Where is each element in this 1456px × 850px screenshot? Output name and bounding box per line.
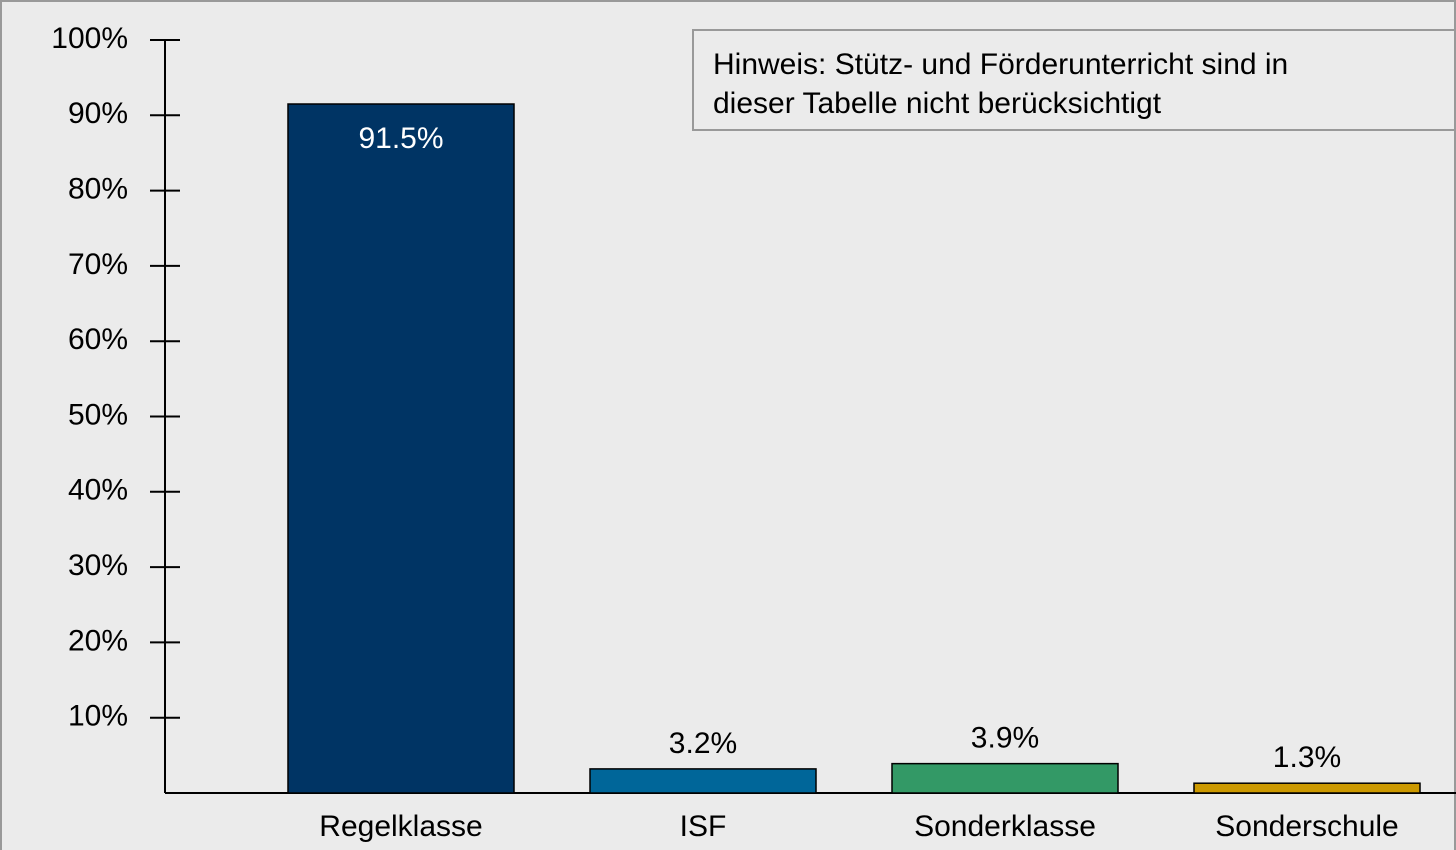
value-label: 91.5% [358, 122, 443, 155]
bar [287, 103, 515, 794]
y-tick-label: 60% [68, 323, 128, 356]
x-tick-label: Sonderklasse [914, 810, 1096, 843]
note-box [692, 29, 1456, 131]
x-tick-label: ISF [680, 810, 727, 843]
y-tick-label: 50% [68, 398, 128, 431]
note-line: dieser Tabelle nicht berücksichtigt [713, 87, 1162, 120]
value-label: 1.3% [1273, 741, 1341, 774]
y-tick-label: 40% [68, 474, 128, 507]
y-tick-label: 30% [68, 549, 128, 582]
note-line: Hinweis: Stütz- und Förderunterricht sin… [713, 48, 1288, 81]
value-label: 3.9% [971, 722, 1039, 755]
y-tick-label: 70% [68, 248, 128, 281]
y-tick-label: 90% [68, 97, 128, 130]
y-tick-label: 10% [68, 700, 128, 733]
bar [589, 768, 817, 794]
value-label: 3.2% [669, 727, 737, 760]
y-tick-label: 80% [68, 173, 128, 206]
y-tick-label: 20% [68, 624, 128, 657]
bar [891, 762, 1119, 794]
x-tick-label: Sonderschule [1215, 810, 1398, 843]
bar [1193, 782, 1421, 794]
y-tick-label: 100% [51, 22, 128, 55]
x-tick-label: Regelklasse [319, 810, 482, 843]
